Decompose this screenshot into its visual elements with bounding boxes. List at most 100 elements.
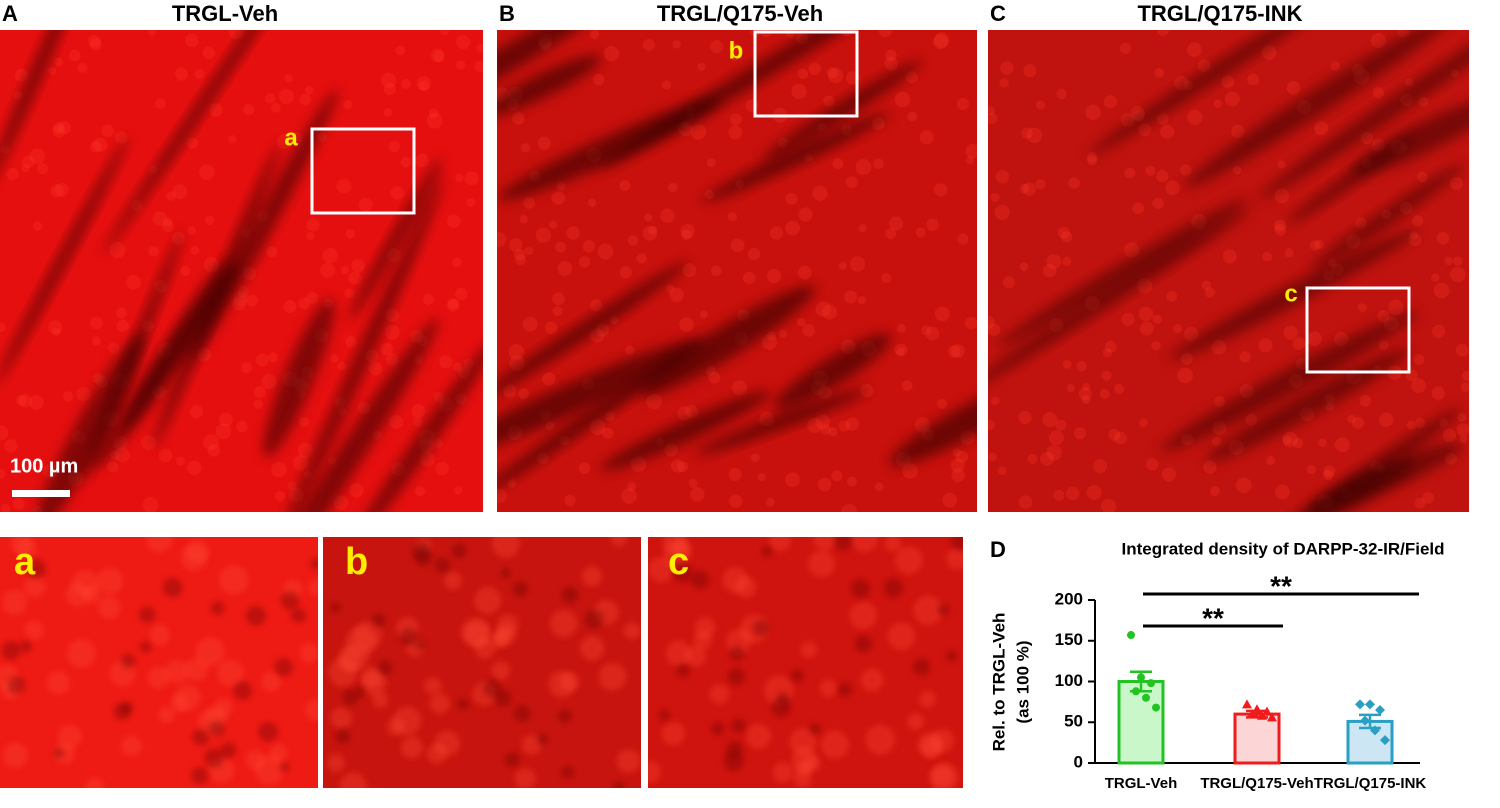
cell (215, 423, 232, 440)
cell (1123, 242, 1140, 258)
cell (261, 671, 282, 692)
cell (791, 83, 807, 99)
dark-spot (711, 722, 725, 736)
cell (1085, 104, 1101, 121)
cell (846, 476, 857, 487)
cell (697, 62, 706, 71)
cell (383, 108, 392, 117)
cell (800, 641, 817, 658)
cell (92, 137, 108, 152)
cell (907, 713, 925, 731)
cell (158, 448, 173, 463)
cell (952, 448, 961, 457)
cell (514, 768, 536, 788)
cell (564, 494, 576, 506)
inset-panel-letter: b (345, 541, 368, 583)
cell (1284, 248, 1294, 258)
cell (218, 564, 249, 595)
cell (796, 317, 806, 327)
cell (589, 30, 600, 40)
cell (785, 192, 798, 205)
cell (551, 191, 565, 205)
cell (29, 148, 45, 165)
cell (306, 231, 315, 241)
cell (157, 706, 176, 724)
cell (845, 417, 860, 431)
cell (358, 197, 373, 212)
cell (380, 342, 394, 356)
cell (1274, 223, 1287, 236)
cell (690, 124, 707, 140)
cell (299, 93, 312, 106)
cell (874, 482, 884, 492)
dark-spot (414, 548, 433, 567)
cell (219, 412, 233, 427)
cell (62, 391, 74, 402)
cell (1444, 256, 1453, 266)
cell (348, 271, 362, 285)
dark-spot (434, 557, 451, 573)
cell (207, 444, 221, 457)
cell (464, 621, 490, 647)
cell (555, 241, 567, 253)
cell (999, 78, 1009, 88)
cell (1139, 418, 1148, 428)
cell (765, 497, 775, 507)
cell (195, 636, 225, 667)
cell (919, 130, 934, 145)
cell (163, 217, 173, 227)
cell (1245, 413, 1258, 426)
cell (1211, 436, 1222, 447)
cell (476, 43, 483, 53)
cell (699, 310, 708, 319)
bar (1117, 680, 1165, 765)
cell (670, 459, 685, 473)
cell (187, 460, 202, 475)
cell (881, 272, 892, 284)
cell (388, 414, 403, 429)
cell (141, 435, 157, 451)
cell (1436, 231, 1450, 245)
cell (598, 662, 627, 691)
cell (426, 112, 443, 129)
fiber-bundle (280, 177, 444, 512)
cell (1422, 492, 1435, 504)
cell (823, 95, 835, 107)
cell (988, 419, 996, 430)
cell (418, 80, 430, 92)
cell (621, 488, 637, 504)
cell (287, 481, 298, 491)
cell (1039, 451, 1055, 466)
cell (1274, 188, 1290, 204)
cell (849, 601, 877, 630)
cell (557, 182, 566, 191)
cell (1414, 417, 1426, 429)
cell (672, 40, 681, 49)
cell (578, 462, 591, 475)
cell (392, 706, 422, 736)
fiber-bundle (103, 30, 318, 254)
cell (48, 320, 63, 335)
cell (878, 30, 893, 38)
cell (1224, 91, 1240, 107)
cell (1323, 465, 1336, 478)
cell (270, 103, 281, 113)
cell (339, 772, 367, 788)
cell (797, 68, 809, 80)
dark-spot (258, 722, 278, 742)
dark-spot (753, 619, 770, 637)
cell (535, 227, 552, 243)
cell (293, 454, 309, 471)
cell (147, 666, 170, 689)
dark-spot (833, 537, 853, 551)
cell (769, 537, 791, 552)
cell (433, 50, 445, 62)
cell (885, 227, 897, 239)
cell (455, 173, 464, 182)
dark-spot (415, 640, 426, 651)
cell (204, 215, 215, 226)
cell (411, 404, 426, 418)
cell (579, 635, 605, 661)
cell (1431, 386, 1445, 400)
cell (518, 388, 530, 399)
